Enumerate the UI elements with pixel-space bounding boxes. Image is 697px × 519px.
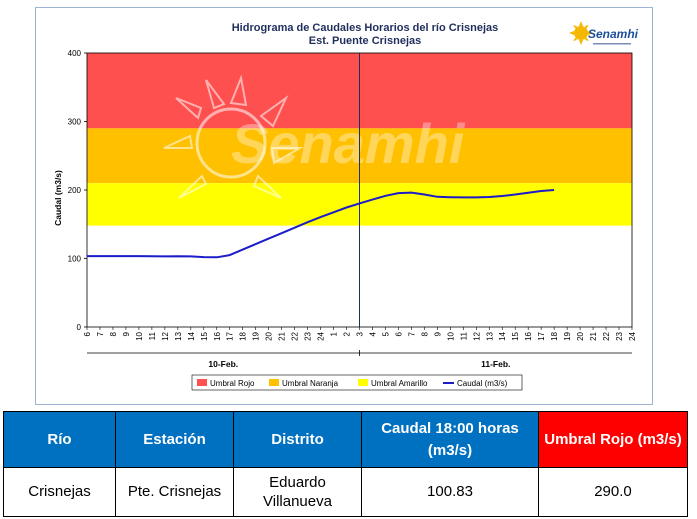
cell-estacion: Pte. Crisnejas	[115, 467, 234, 517]
x-tick-label: 22	[602, 331, 611, 340]
y-tick-label: 400	[68, 49, 82, 58]
header-rio: Río	[3, 411, 116, 468]
y-tick-label: 0	[77, 323, 82, 332]
x-tick-label: 1	[330, 331, 339, 336]
station-info-table: Río Estación Distrito Caudal 18:00 horas…	[3, 411, 688, 517]
x-tick-label: 24	[317, 331, 326, 340]
header-distrito: Distrito	[233, 411, 362, 468]
x-tick-label: 7	[407, 331, 416, 336]
x-tick-label: 6	[83, 331, 92, 336]
x-tick-label: 12	[161, 331, 170, 340]
header-umbral-rojo: Umbral Rojo (m3/s)	[538, 411, 688, 468]
x-tick-label: 9	[433, 331, 442, 336]
x-tick-label: 20	[576, 331, 585, 340]
chart-frame: Senamhi 0 100 200 300 400 6 7 8 9 10 11 12 13 14 15 16 1…	[35, 7, 653, 405]
x-tick-label: 18	[239, 331, 248, 340]
cell-distrito: Eduardo Villanueva	[233, 467, 362, 517]
chart-subtitle: Est. Puente Crisnejas	[309, 35, 422, 47]
legend-swatch-rojo	[197, 379, 207, 386]
sun-logo-icon	[569, 21, 593, 45]
date-label: 10-Feb.	[208, 359, 238, 369]
x-tick-label: 8	[109, 331, 118, 336]
cell-umbral-rojo: 290.0	[538, 467, 688, 517]
watermark: Senamhi	[163, 74, 466, 199]
x-tick-label: 18	[550, 331, 559, 340]
x-tick-label: 11	[459, 331, 468, 340]
x-tick-label: 4	[368, 331, 377, 336]
legend-label: Umbral Amarillo	[371, 379, 428, 388]
legend-swatch-naranja	[269, 379, 279, 386]
sun-watermark-icon	[163, 74, 304, 199]
x-tick-label: 5	[381, 331, 390, 336]
legend-label: Umbral Rojo	[210, 379, 255, 388]
x-tick-label: 13	[174, 331, 183, 340]
senamhi-logo: Senamhi	[569, 21, 639, 45]
x-tick-label: 19	[563, 331, 572, 340]
x-tick-label: 3	[356, 331, 365, 336]
date-label: 11-Feb.	[481, 359, 510, 369]
x-tick-label: 11	[148, 331, 157, 340]
y-tick-label: 300	[68, 118, 82, 127]
x-tick-label: 10	[135, 331, 144, 340]
header-estacion: Estación	[115, 411, 234, 468]
x-tick-label: 7	[96, 331, 105, 336]
y-axis-title: Caudal (m3/s)	[53, 170, 63, 226]
x-tick-label: 21	[278, 331, 287, 340]
logo-text: Senamhi	[588, 27, 639, 41]
chart-title: Hidrograma de Caudales Horarios del río …	[232, 22, 499, 34]
x-tick-label: 8	[420, 331, 429, 336]
x-tick-label: 23	[615, 331, 624, 340]
x-tick-label: 13	[485, 331, 494, 340]
header-caudal: Caudal 18:00 horas (m3/s)	[361, 411, 539, 468]
x-tick-label: 16	[213, 331, 222, 340]
y-tick-label: 200	[68, 186, 82, 195]
y-tick-label: 100	[68, 255, 82, 264]
x-tick-label: 6	[394, 331, 403, 336]
legend-label: Umbral Naranja	[282, 379, 339, 388]
x-tick-label: 14	[187, 331, 196, 340]
table-row: Crisnejas Pte. Crisnejas Eduardo Villanu…	[3, 467, 688, 517]
x-tick-label: 24	[628, 331, 637, 340]
x-tick-label: 21	[589, 331, 598, 340]
caudal-series-line	[87, 189, 555, 259]
x-tick-label: 14	[498, 331, 507, 340]
x-tick-label: 23	[304, 331, 313, 340]
watermark-text: Senamhi	[231, 112, 466, 175]
x-tick-label: 22	[291, 331, 300, 340]
legend: Umbral Rojo Umbral Naranja Umbral Amaril…	[191, 374, 523, 391]
x-tick-label: 16	[524, 331, 533, 340]
x-tick-label: 17	[226, 331, 235, 340]
x-tick-label: 12	[472, 331, 481, 340]
x-tick-label: 2	[343, 331, 352, 336]
x-tick-label: 10	[446, 331, 455, 340]
x-tick-label: 9	[122, 331, 131, 336]
x-tick-label: 20	[265, 331, 274, 340]
x-tick-label: 19	[252, 331, 261, 340]
table-header-row: Río Estación Distrito Caudal 18:00 horas…	[3, 411, 688, 468]
legend-label: Caudal (m3/s)	[457, 379, 508, 388]
legend-swatch-amarillo	[358, 379, 368, 386]
x-tick-label: 15	[511, 331, 520, 340]
cell-rio: Crisnejas	[3, 467, 116, 517]
x-tick-label: 17	[537, 331, 546, 340]
x-tick-label: 15	[200, 331, 209, 340]
cell-caudal: 100.83	[361, 467, 539, 517]
